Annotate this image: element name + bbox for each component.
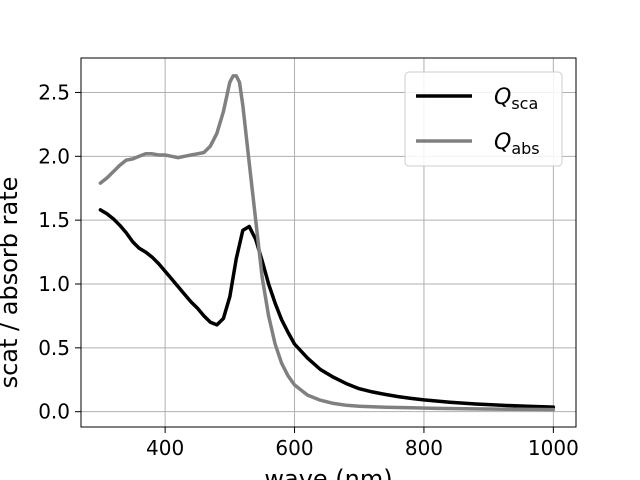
legend-label-sca: Qsca bbox=[494, 85, 538, 113]
series-layer bbox=[98, 74, 556, 412]
axis-ticks: 400 600 800 1000 0.0 0.5 1.0 1.5 2.0 2.5 bbox=[38, 80, 579, 460]
legend-label-main: Q bbox=[494, 130, 511, 155]
y-tick-label: 0.0 bbox=[38, 400, 70, 424]
series-line-sca bbox=[98, 208, 556, 409]
x-tick-label: 800 bbox=[405, 436, 443, 460]
x-axis-label: wave (nm) bbox=[264, 465, 392, 480]
legend-label-abs: Qabs bbox=[494, 130, 540, 158]
legend-label-main: Q bbox=[494, 85, 511, 110]
plot-frame bbox=[80, 57, 577, 428]
x-tick-label: 600 bbox=[275, 436, 313, 460]
y-tick-label: 2.0 bbox=[38, 144, 70, 168]
legend-label-sub: sca bbox=[511, 94, 538, 113]
y-tick-label: 0.5 bbox=[38, 336, 70, 360]
y-axis-label: scat / absorb rate bbox=[0, 177, 23, 389]
x-tick-label: 400 bbox=[146, 436, 184, 460]
y-tick-label: 1.5 bbox=[38, 208, 70, 232]
series-line-abs bbox=[98, 74, 556, 412]
legend-label-sub: abs bbox=[511, 139, 539, 158]
y-tick-label: 1.0 bbox=[38, 272, 70, 296]
x-tick-label: 1000 bbox=[528, 436, 579, 460]
y-tick-label: 2.5 bbox=[38, 80, 70, 104]
